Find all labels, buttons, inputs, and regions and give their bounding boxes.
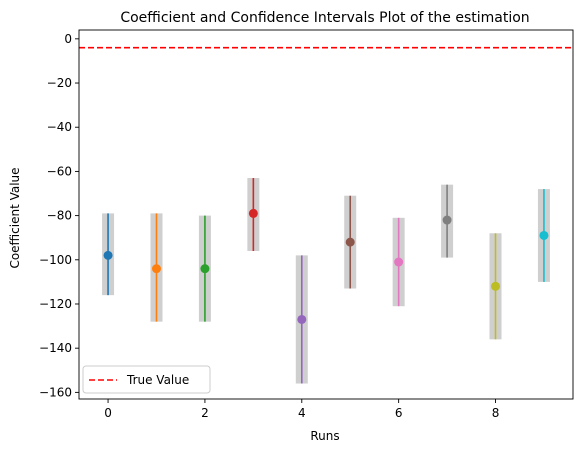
y-tick-label--40: −40 [47,120,72,134]
estimate-point-run-3 [248,208,258,218]
estimate-point-run-4 [297,314,307,324]
y-tick-label--80: −80 [47,209,72,223]
y-tick-label--100: −100 [39,253,72,267]
x-axis-title: Runs [310,429,339,443]
x-tick-label-2: 2 [201,406,209,420]
x-tick-label-8: 8 [492,406,500,420]
estimate-point-run-6 [394,257,404,267]
x-tick-label-0: 0 [104,406,112,420]
estimate-point-run-2 [200,264,210,274]
estimate-point-run-9 [539,230,549,240]
legend-label-true-value: True Value [126,373,189,387]
x-tick-label-4: 4 [298,406,306,420]
y-tick-label--60: −60 [47,164,72,178]
estimate-point-run-0 [103,250,113,260]
y-tick-label--120: −120 [39,297,72,311]
legend-frame [82,365,211,394]
y-tick-label-0: 0 [64,32,72,46]
y-tick-label--160: −160 [39,385,72,399]
estimate-point-run-1 [151,264,161,274]
x-tick-label-6: 6 [395,406,403,420]
estimate-point-run-5 [345,237,355,247]
axes: 0 2 4 6 8 0 −20 −40 −60 −80 −100 −120 −140 −160 [39,29,574,420]
axes-frame [78,29,574,400]
plot-area [79,46,573,384]
y-axis-title: Coefficient Value [8,167,22,268]
legend: True Value [82,365,211,394]
chart-title: Coefficient and Confidence Intervals Plo… [120,10,529,26]
estimate-point-run-8 [491,281,501,291]
estimate-point-run-7 [442,215,452,225]
y-tick-label--140: −140 [39,341,72,355]
y-tick-label--20: −20 [47,76,72,90]
